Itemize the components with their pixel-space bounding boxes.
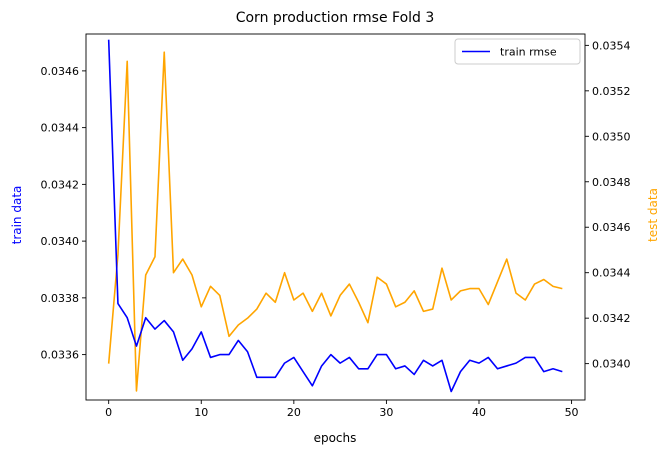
axes-layer: 0 10 20 30 40 50 0.0336 0.0338 0.0340 0.0342 0.034… <box>41 33 631 419</box>
x-axis-label: epochs <box>314 431 357 445</box>
y-right-tick-label: 0.0354 <box>592 39 631 52</box>
y-axis-left-label: train data <box>10 186 24 245</box>
y-right-tick-label: 0.0340 <box>592 358 631 371</box>
y-left-tick-label: 0.0342 <box>41 178 80 191</box>
x-tick-label: 10 <box>194 406 208 419</box>
y-left-tick-label: 0.0336 <box>41 349 80 362</box>
x-tick-label: 30 <box>379 406 393 419</box>
y-left-tick-label: 0.0346 <box>41 65 80 78</box>
y-right-tick-label: 0.0352 <box>592 85 631 98</box>
y-right-tick-label: 0.0348 <box>592 176 631 189</box>
test-rmse-line <box>107 51 563 392</box>
x-tick-label: 20 <box>287 406 301 419</box>
y-right-tick-label: 0.0344 <box>592 267 631 280</box>
train-rmse-line <box>107 39 563 393</box>
legend: train rmse <box>454 38 581 65</box>
y-right-tick-label: 0.0342 <box>592 312 631 325</box>
chart-title: Corn production rmse Fold 3 <box>236 10 435 26</box>
y-right-tick-label: 0.0346 <box>592 221 631 234</box>
y-axis-right-label: test data <box>646 188 660 242</box>
y-left-tick-label: 0.0340 <box>41 235 80 248</box>
plot-frame <box>85 33 586 401</box>
series-layer <box>107 39 563 393</box>
x-tick-label: 0 <box>105 406 112 419</box>
x-tick-label: 50 <box>565 406 579 419</box>
y-left-tick-label: 0.0344 <box>41 122 80 135</box>
y-right-tick-label: 0.0350 <box>592 130 631 143</box>
y-left-tick-label: 0.0338 <box>41 292 80 305</box>
legend-box <box>454 38 581 65</box>
legend-train-label: train rmse <box>500 46 557 59</box>
x-tick-label: 40 <box>472 406 486 419</box>
